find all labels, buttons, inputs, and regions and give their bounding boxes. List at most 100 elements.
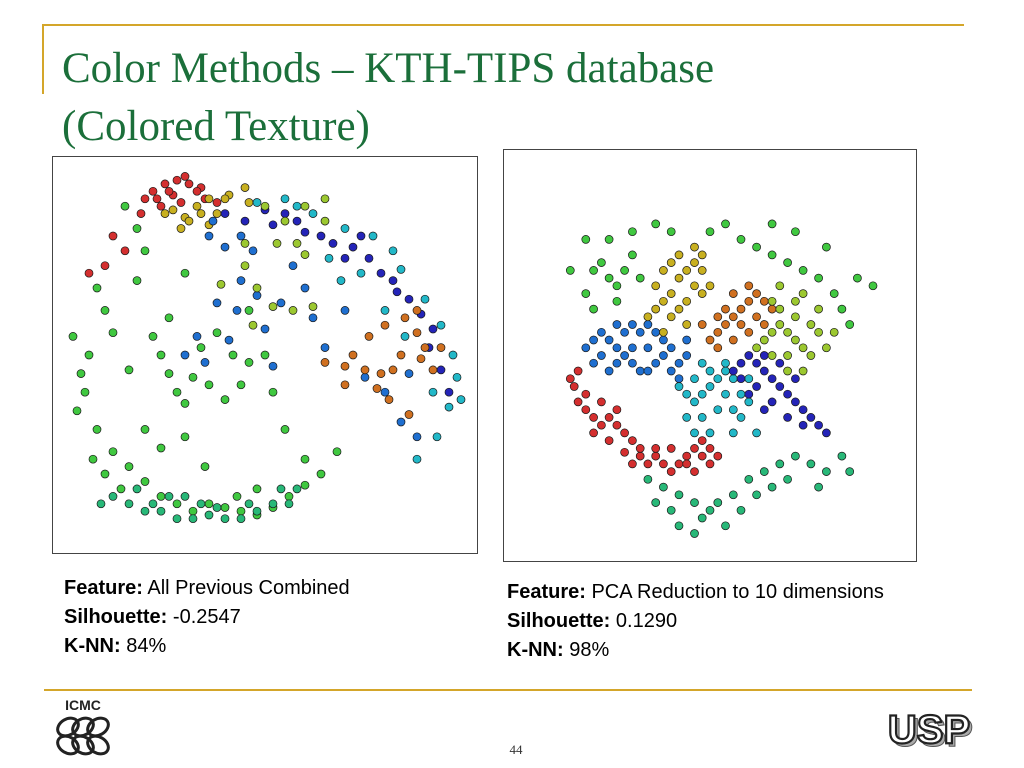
scatter-point bbox=[767, 397, 777, 407]
scatter-point bbox=[204, 510, 214, 520]
scatter-point bbox=[156, 443, 166, 453]
scatter-point bbox=[276, 484, 286, 494]
scatter-point bbox=[822, 343, 831, 353]
scatter-point bbox=[798, 405, 808, 415]
scatter-point bbox=[100, 306, 110, 315]
scatter-point bbox=[589, 428, 598, 438]
scatter-plot-pca-features bbox=[503, 149, 917, 562]
scatter-point bbox=[288, 306, 298, 315]
scatter-point bbox=[204, 194, 214, 204]
scatter-point bbox=[775, 281, 785, 291]
scatter-point bbox=[164, 369, 174, 378]
scatter-point bbox=[172, 499, 182, 509]
scatter-point bbox=[180, 268, 190, 278]
scatter-point bbox=[192, 201, 202, 211]
scatter-point bbox=[244, 358, 254, 367]
scatter-point bbox=[721, 304, 730, 314]
scatter-point bbox=[404, 410, 414, 419]
scatter-point bbox=[124, 462, 134, 471]
scatter-point bbox=[228, 350, 238, 360]
silhouette-value: -0.2547 bbox=[172, 606, 241, 628]
scatter-point bbox=[697, 266, 707, 275]
scatter-point bbox=[380, 320, 390, 330]
scatter-point bbox=[666, 444, 676, 453]
scatter-point bbox=[705, 382, 715, 391]
scatter-point bbox=[728, 374, 738, 384]
scatter-point bbox=[581, 389, 591, 399]
scatter-point bbox=[236, 380, 246, 390]
scatter-point bbox=[628, 343, 637, 353]
scatter-plot-right-svg bbox=[565, 219, 878, 538]
scatter-point bbox=[806, 351, 816, 360]
scatter-point bbox=[643, 366, 653, 376]
scatter-plot-left-svg bbox=[68, 172, 466, 524]
scatter-point bbox=[659, 296, 668, 306]
scatter-point bbox=[452, 372, 462, 382]
scatter-point bbox=[736, 320, 746, 329]
scatter-point bbox=[589, 266, 598, 275]
scatter-point bbox=[798, 366, 808, 376]
scatter-point bbox=[252, 484, 262, 494]
scatter-point bbox=[328, 239, 338, 248]
knn-value: 84% bbox=[126, 635, 167, 657]
scatter-point bbox=[308, 209, 318, 218]
scatter-point bbox=[682, 335, 692, 345]
scatter-point bbox=[204, 380, 214, 390]
scatter-point bbox=[156, 492, 166, 501]
scatter-point bbox=[160, 209, 170, 218]
knn-value: 98% bbox=[569, 639, 610, 661]
scatter-point bbox=[268, 499, 278, 509]
scatter-point bbox=[200, 358, 210, 367]
scatter-point bbox=[822, 467, 831, 476]
scatter-point bbox=[444, 402, 454, 412]
scatter-point bbox=[814, 304, 823, 314]
scatter-point bbox=[674, 273, 684, 283]
scatter-point bbox=[697, 436, 707, 445]
scatter-point bbox=[744, 351, 754, 360]
scatter-point bbox=[612, 358, 622, 368]
left-rule bbox=[42, 24, 44, 94]
scatter-point bbox=[284, 499, 294, 509]
scatter-point bbox=[697, 513, 707, 523]
scatter-point bbox=[240, 261, 250, 271]
scatter-point bbox=[666, 505, 676, 515]
scatter-point bbox=[300, 283, 310, 293]
scatter-point bbox=[400, 332, 410, 341]
scatter-point bbox=[412, 432, 422, 442]
scatter-point bbox=[216, 279, 226, 289]
scatter-point bbox=[659, 327, 668, 337]
scatter-point bbox=[108, 492, 118, 501]
scatter-point bbox=[651, 281, 661, 291]
caption-left: Feature: All Previous Combined Silhouett… bbox=[64, 574, 350, 661]
scatter-point bbox=[744, 397, 754, 407]
scatter-point bbox=[236, 276, 246, 285]
scatter-point bbox=[806, 320, 816, 329]
scatter-point bbox=[736, 358, 746, 368]
scatter-point bbox=[376, 369, 386, 378]
usp-logo: USP USP bbox=[887, 708, 974, 754]
scatter-point bbox=[659, 351, 668, 360]
scatter-point bbox=[682, 451, 692, 461]
scatter-point bbox=[156, 201, 166, 211]
scatter-point bbox=[791, 312, 800, 322]
scatter-point bbox=[420, 294, 430, 304]
feature-value: PCA Reduction to 10 dimensions bbox=[591, 581, 884, 603]
scatter-point bbox=[628, 459, 637, 469]
scatter-point bbox=[783, 351, 792, 360]
slide-title-line-2: (Colored Texture) bbox=[62, 103, 370, 150]
scatter-point bbox=[124, 365, 134, 375]
scatter-point bbox=[853, 273, 862, 283]
scatter-point bbox=[272, 239, 282, 248]
scatter-point bbox=[736, 235, 746, 244]
scatter-point bbox=[84, 268, 94, 278]
scatter-point bbox=[224, 335, 234, 345]
scatter-point bbox=[635, 327, 645, 337]
scatter-point bbox=[814, 273, 823, 283]
scatter-point bbox=[300, 480, 310, 490]
scatter-point bbox=[180, 350, 190, 360]
scatter-point bbox=[837, 451, 847, 461]
caption-right: Feature: PCA Reduction to 10 dimensions … bbox=[507, 578, 884, 665]
scatter-point bbox=[72, 406, 82, 416]
scatter-point bbox=[292, 216, 302, 226]
scatter-point bbox=[204, 499, 214, 509]
